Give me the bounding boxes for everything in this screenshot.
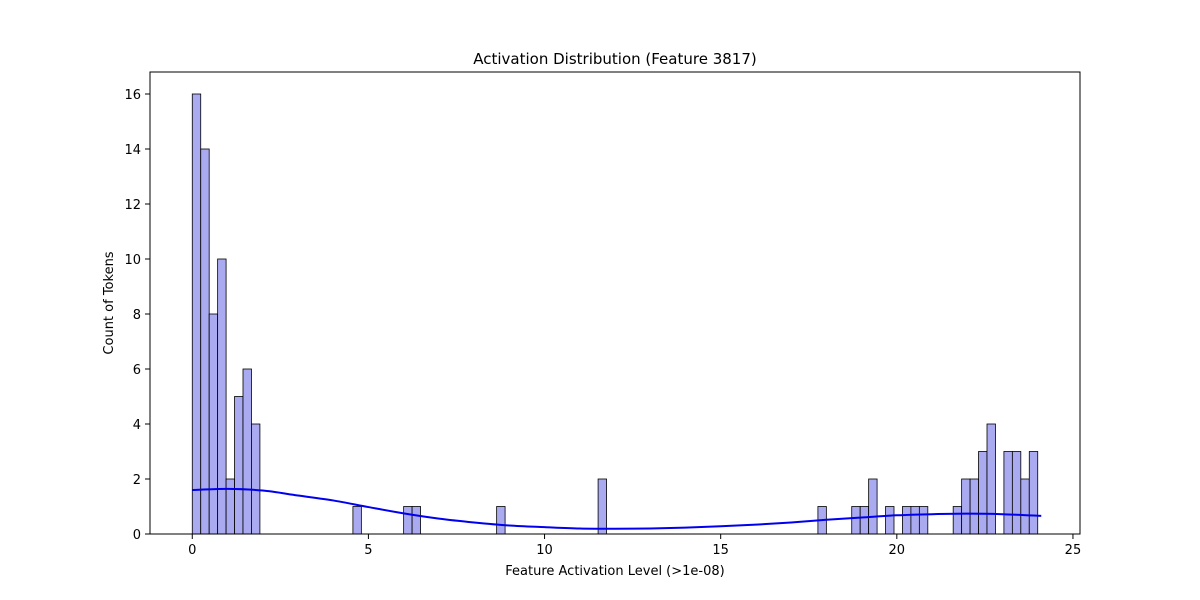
histogram-bar xyxy=(952,506,963,535)
histogram-bar xyxy=(1028,451,1039,535)
histogram-bar xyxy=(902,506,912,535)
histogram-bar xyxy=(597,478,607,535)
histogram-bar xyxy=(1020,478,1030,535)
histogram-bar xyxy=(234,396,244,535)
histogram-bar xyxy=(352,506,362,535)
histogram-bar xyxy=(885,506,895,535)
histogram-bar xyxy=(1011,451,1022,535)
x-tick-label: 20 xyxy=(889,543,906,558)
histogram-bar xyxy=(859,506,870,535)
histogram-bar xyxy=(225,478,235,535)
x-tick-label: 5 xyxy=(364,543,372,558)
histogram-bar xyxy=(403,506,413,535)
kde-curve xyxy=(192,487,1042,530)
x-tick-label: 0 xyxy=(188,543,196,558)
histogram-bar xyxy=(217,258,227,535)
y-tick-label: 16 xyxy=(124,88,141,103)
y-tick-label: 8 xyxy=(133,308,141,323)
y-tick-label: 12 xyxy=(124,198,141,213)
y-tick-label: 0 xyxy=(133,528,141,543)
histogram-bar xyxy=(251,423,261,535)
x-axis-ticks: 0 5 10 15 20 25 xyxy=(188,534,1081,558)
x-tick-label: 15 xyxy=(712,543,729,558)
y-axis-ticks: 0 2 4 6 8 10 12 14 16 xyxy=(124,88,150,543)
plot-frame xyxy=(149,71,1081,535)
histogram-bar xyxy=(496,506,506,535)
histogram-bar xyxy=(868,478,878,535)
y-axis-label: Count of Tokens xyxy=(102,251,117,354)
x-tick-label: 25 xyxy=(1065,543,1082,558)
y-tick-label: 4 xyxy=(133,418,141,433)
y-tick-label: 10 xyxy=(124,253,141,268)
histogram-bar xyxy=(200,148,210,535)
histogram-bar xyxy=(910,506,920,535)
x-axis-label: Feature Activation Level (>1e-08) xyxy=(505,564,724,579)
histogram-bar xyxy=(986,423,996,535)
y-tick-label: 2 xyxy=(133,473,141,488)
histogram-bar xyxy=(208,313,219,535)
histogram-bar xyxy=(1003,451,1013,535)
histogram-bar xyxy=(411,506,421,535)
histogram-bar xyxy=(851,506,861,535)
histogram-bar xyxy=(961,478,971,535)
histogram-bar xyxy=(978,451,988,535)
histogram-bar xyxy=(918,506,929,535)
histogram-bar xyxy=(191,93,202,535)
x-tick-label: 10 xyxy=(536,543,553,558)
chart-title: Activation Distribution (Feature 3817) xyxy=(473,50,756,68)
histogram-bar xyxy=(969,478,979,535)
y-tick-label: 14 xyxy=(124,143,141,158)
y-tick-label: 6 xyxy=(133,363,141,378)
histogram-bar xyxy=(242,368,252,535)
